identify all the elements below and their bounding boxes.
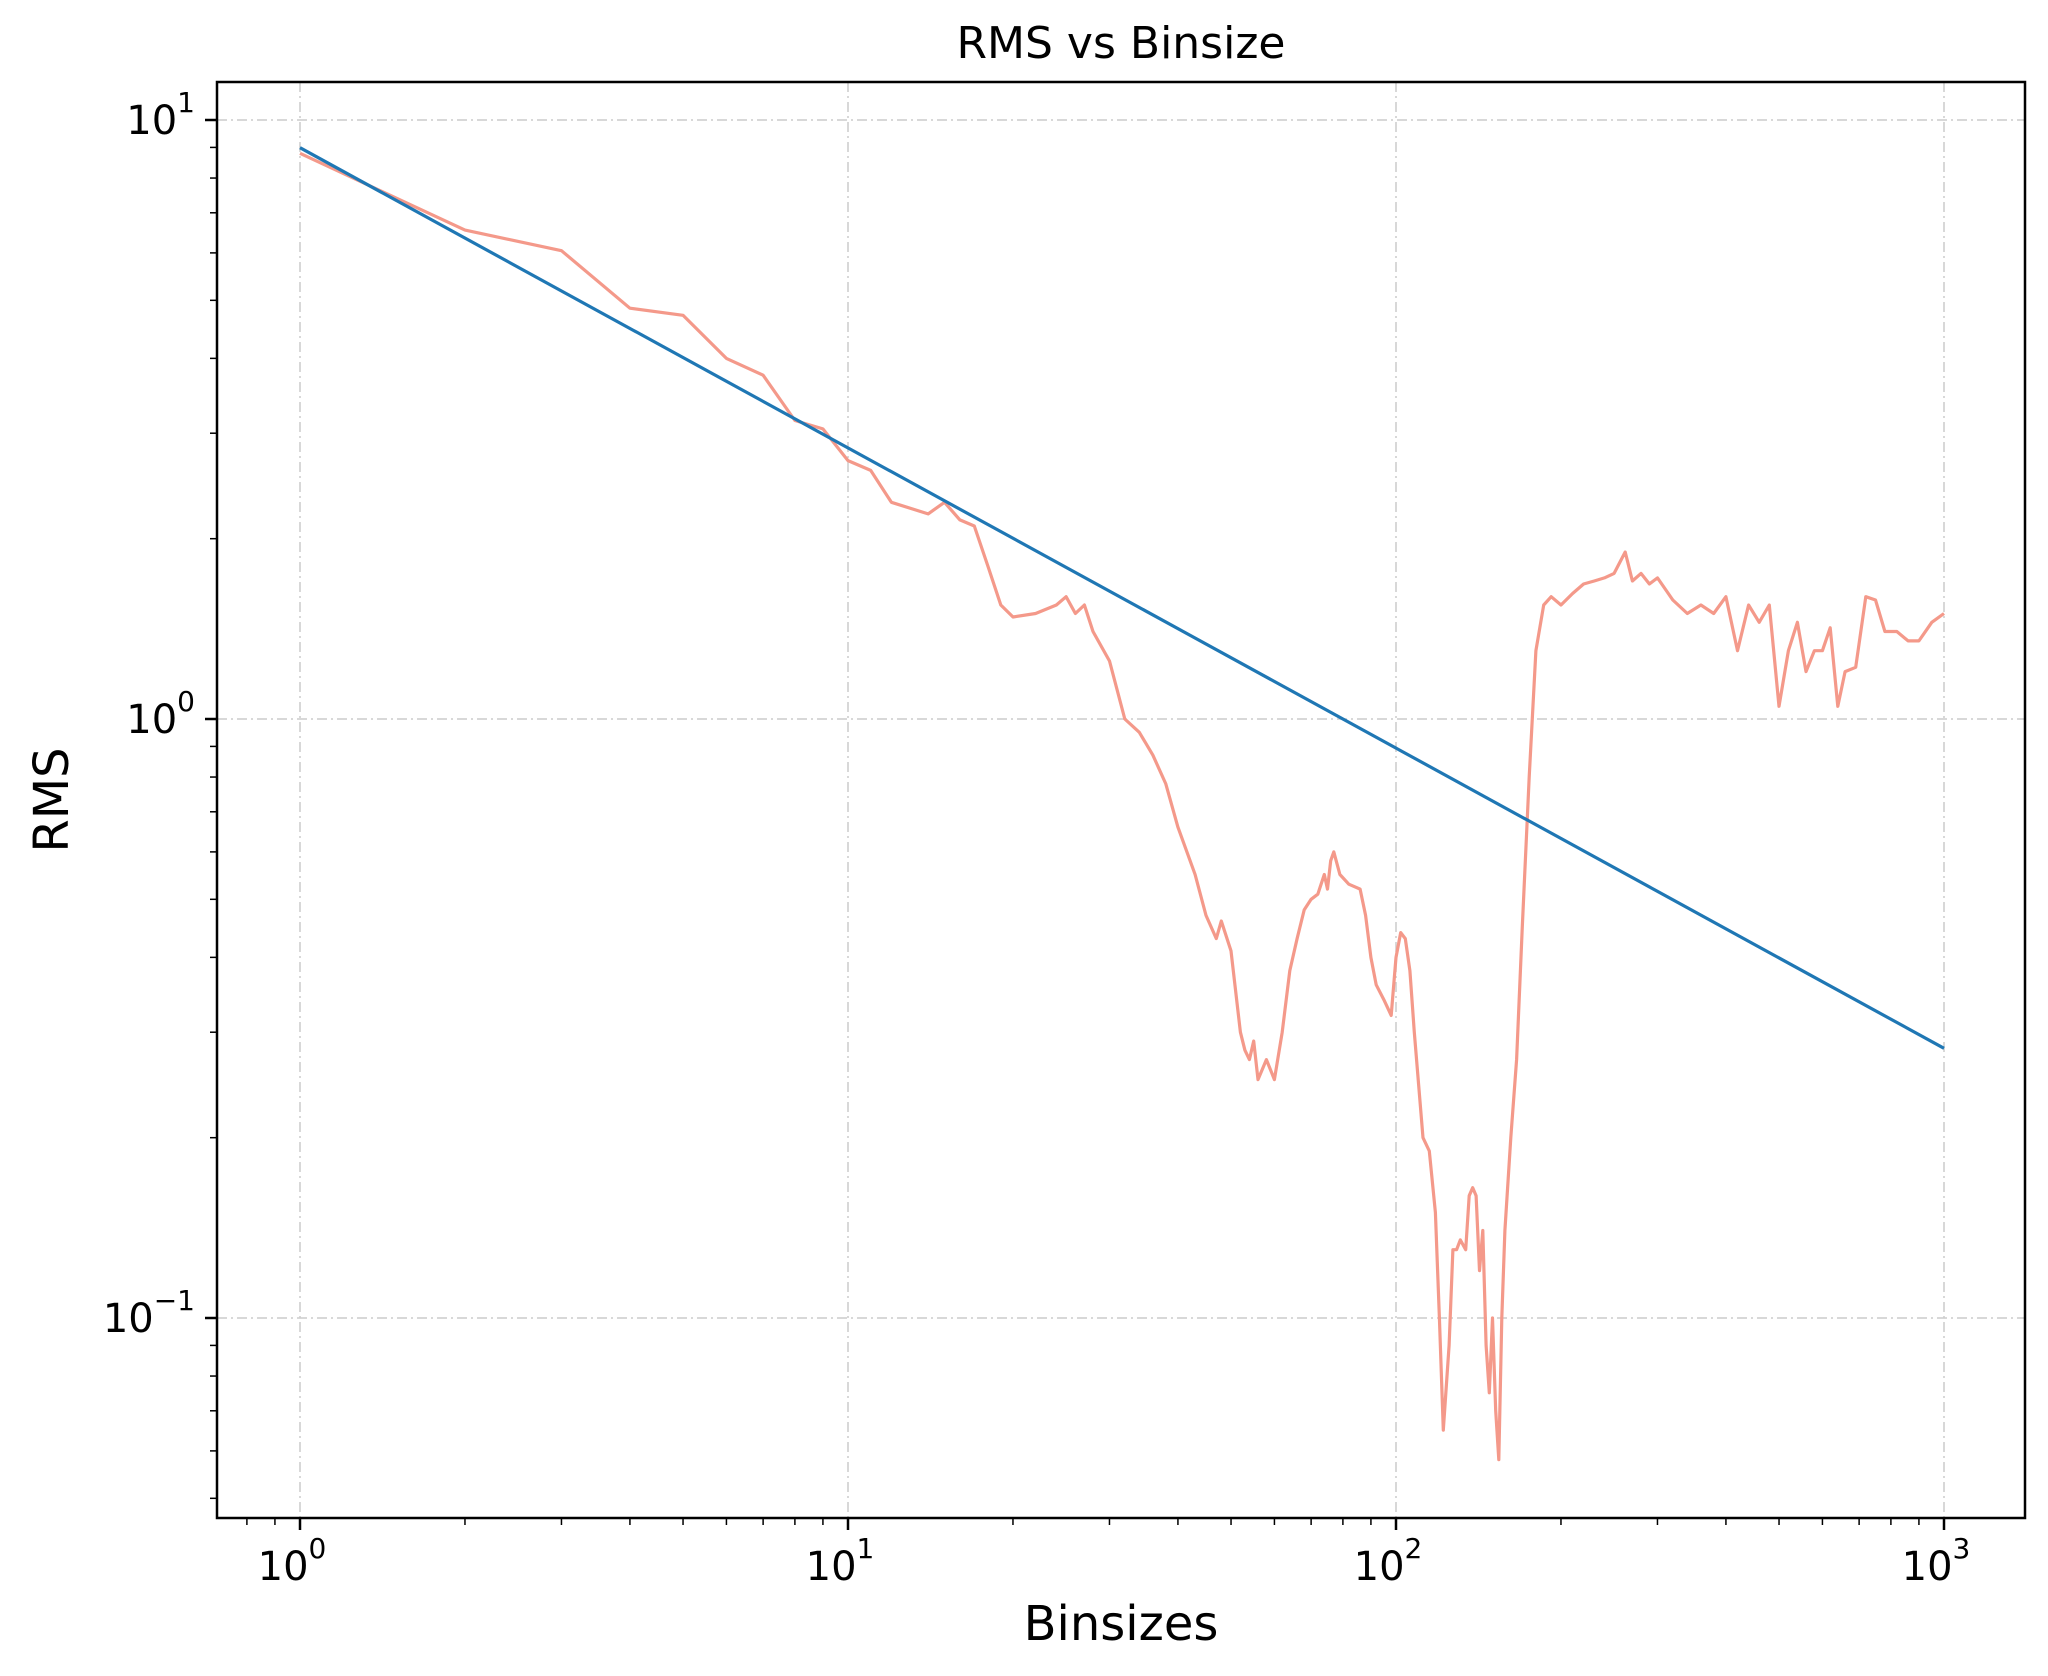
- x-tick-label: 101: [806, 1532, 875, 1590]
- x-tick-label: 103: [1902, 1532, 1971, 1590]
- y-tick-label: 101: [126, 86, 195, 144]
- major-ticks: [205, 118, 1946, 1530]
- grid-lines: [217, 82, 2025, 1518]
- axes-frame: [215, 80, 2027, 1520]
- x-tick-label: 102: [1354, 1532, 1423, 1590]
- plot-area: [299, 146, 1945, 1462]
- x-tick-label: 100: [258, 1532, 327, 1590]
- chart-title: RMS vs Binsize: [956, 18, 1285, 69]
- y-axis-label: RMS: [24, 747, 80, 852]
- fit-line: [299, 146, 1945, 1050]
- y-tick-label: 10−1: [103, 1284, 195, 1342]
- x-axis-label: Binsizes: [1024, 1596, 1219, 1652]
- rms-data-line: [299, 151, 1945, 1462]
- y-tick-label: 100: [126, 685, 195, 743]
